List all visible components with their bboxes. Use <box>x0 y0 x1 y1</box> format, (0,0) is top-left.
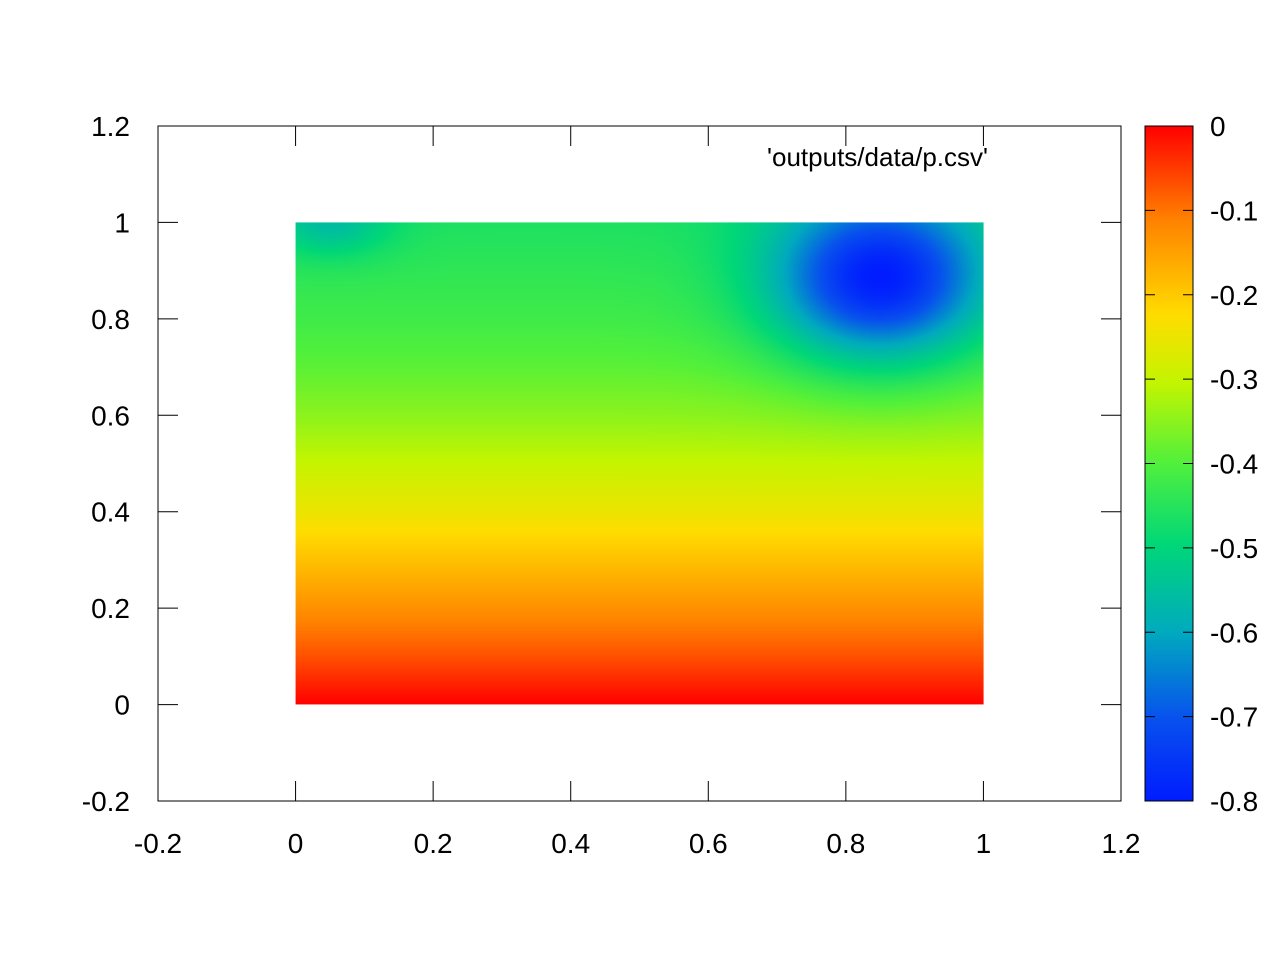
y-tick-label: 1.2 <box>91 111 130 142</box>
x-tick-label: 1 <box>976 828 992 859</box>
y-axis: -0.2 0 0.2 0.4 0.6 0.8 1 1.2 <box>82 111 1121 817</box>
y-tick-label: 0.4 <box>91 497 130 528</box>
y-tick-label: 0.6 <box>91 400 130 431</box>
y-tick-label: 1 <box>114 207 130 238</box>
x-tick-label: 0.6 <box>689 828 728 859</box>
colorbar-tick-label: -0.3 <box>1210 364 1258 395</box>
x-tick-label: -0.2 <box>134 828 182 859</box>
colorbar-tick-label: 0 <box>1210 111 1226 142</box>
colorbar-tick-label: -0.8 <box>1210 786 1258 817</box>
x-tick-label: 0 <box>288 828 304 859</box>
colorbar-tick-label: -0.1 <box>1210 195 1258 226</box>
heatmap-layer <box>295 222 984 705</box>
x-tick-label: 0.8 <box>826 828 865 859</box>
colorbar: 0 -0.1 -0.2 -0.3 -0.4 -0.5 -0.6 -0.7 -0.8 <box>1144 111 1258 817</box>
y-tick-label: -0.2 <box>82 786 130 817</box>
plot-border <box>157 125 1122 802</box>
colorbar-tick-label: -0.4 <box>1210 449 1258 480</box>
plot-frame <box>157 125 1122 802</box>
heatmap-image <box>295 222 984 705</box>
y-tick-label: 0.8 <box>91 304 130 335</box>
colorbar-tick-label: -0.7 <box>1210 702 1258 733</box>
x-axis: -0.2 0 0.2 0.4 0.6 0.8 1 1.2 <box>134 126 1141 859</box>
colorbar-tick-label: -0.5 <box>1210 533 1258 564</box>
y-tick-label: 0.2 <box>91 593 130 624</box>
x-tick-label: 0.4 <box>551 828 590 859</box>
x-tick-label: 1.2 <box>1102 828 1141 859</box>
colorbar-tick-label: -0.6 <box>1210 617 1258 648</box>
y-tick-label: 0 <box>114 690 130 721</box>
x-tick-label: 0.2 <box>414 828 453 859</box>
colorbar-tick-label: -0.2 <box>1210 280 1258 311</box>
legend-entry: 'outputs/data/p.csv' <box>767 142 988 172</box>
